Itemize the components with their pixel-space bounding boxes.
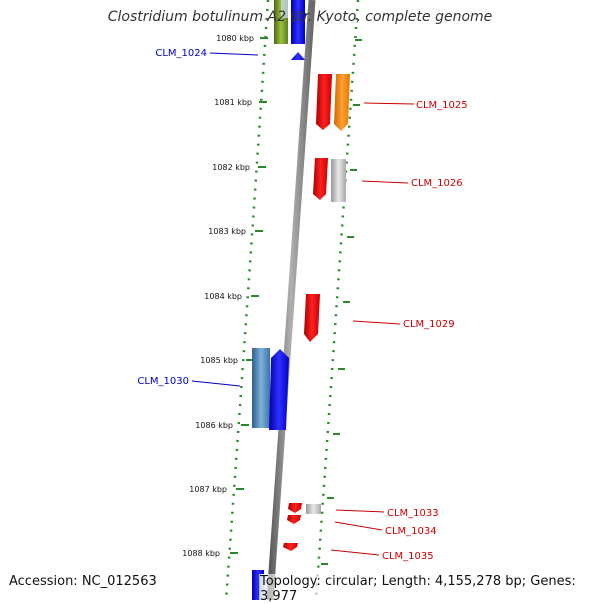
gene-red[interactable] (313, 158, 328, 200)
gene-red[interactable] (316, 74, 332, 130)
gene-red-small[interactable] (287, 515, 301, 524)
label-leaders (191, 52, 415, 556)
genes (252, 0, 350, 600)
gene-grey-small[interactable] (306, 504, 321, 514)
tick-label: 1082 kbp (212, 163, 250, 172)
leader-line (330, 549, 380, 556)
gene-label[interactable]: CLM_1034 (385, 526, 437, 537)
gene-labels: CLM_1024 CLM_1025 CLM_1026 CLM_1029 CLM_… (137, 48, 467, 562)
gene-blue[interactable] (291, 0, 305, 44)
gene-label[interactable]: CLM_1029 (403, 319, 455, 330)
gene-orange[interactable] (334, 74, 350, 131)
gene-small[interactable] (281, 0, 288, 18)
tick-label: 1081 kbp (214, 98, 252, 107)
gene-red-small[interactable] (283, 543, 298, 551)
ruler-ticks: 1080 kbp 1081 kbp 1082 kbp 1083 kbp 1084… (182, 34, 362, 565)
gene-label[interactable]: CLM_1024 (155, 48, 207, 59)
gene-red-small[interactable] (288, 503, 302, 513)
gene-label[interactable]: CLM_1030 (137, 376, 189, 387)
tick-label: 1085 kbp (200, 356, 238, 365)
tick-label: 1088 kbp (182, 549, 220, 558)
leader-line (352, 320, 401, 325)
gene-red[interactable] (304, 294, 320, 342)
gene-label[interactable]: CLM_1025 (416, 100, 468, 111)
tick-label: 1083 kbp (208, 227, 246, 236)
gene-label[interactable]: CLM_1026 (411, 178, 463, 189)
leader-line (363, 102, 415, 105)
gene-label[interactable]: CLM_1033 (387, 508, 439, 519)
gene-blue-small[interactable] (291, 52, 305, 60)
tick-label: 1084 kbp (204, 292, 242, 301)
gene-steelblue[interactable] (252, 348, 270, 428)
tick-label: 1080 kbp (216, 34, 254, 43)
leader-line (335, 509, 385, 513)
genome-info-text: Topology: circular; Length: 4,155,278 bp… (260, 574, 600, 604)
tick-label: 1086 kbp (195, 421, 233, 430)
leader-line (209, 52, 259, 56)
gene-grey[interactable] (331, 159, 346, 202)
gene-label[interactable]: CLM_1035 (382, 551, 434, 562)
leader-line (361, 180, 409, 184)
map-title: Clostridium botulinum A2 str. Kyoto, com… (107, 9, 493, 25)
gene-blue[interactable] (269, 349, 289, 430)
leader-line (334, 521, 383, 531)
accession-text: Accession: NC_012563 (9, 574, 157, 589)
leader-line (191, 380, 241, 387)
genome-backbone (266, 0, 316, 600)
tick-label: 1087 kbp (189, 485, 227, 494)
